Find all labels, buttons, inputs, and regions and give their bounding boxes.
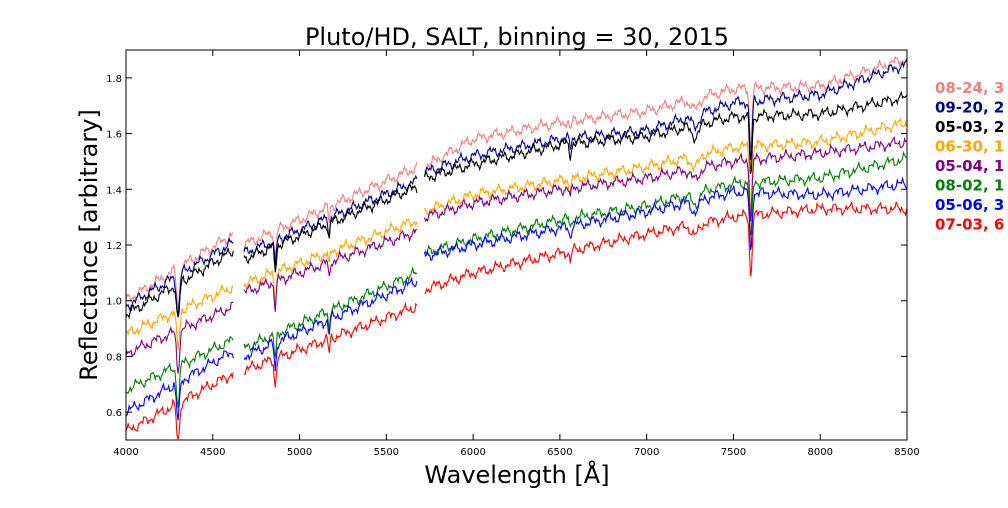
x-tick-label: 6000 (460, 447, 485, 458)
axes-layer: 4000 4500 5000 5500 6000 6500 7000 7500 8000 8500… (106, 49, 920, 458)
series-line-4-segment-3 (424, 117, 907, 219)
series-line-7-segment-2 (243, 276, 418, 372)
series-line-3-segment-2 (243, 182, 418, 273)
y-tick-label: 1.6 (106, 130, 122, 141)
y-tick-label: 0.8 (106, 352, 122, 363)
plot-background (126, 50, 907, 440)
series-line-5-segment-3 (423, 136, 907, 223)
x-tick-label: 6500 (547, 447, 572, 458)
series-line-3-segment-3 (423, 90, 907, 183)
legend-entry: 05-06, 3 (935, 196, 1004, 214)
series-line-5-segment-2 (243, 227, 417, 312)
x-tick-label: 4000 (113, 447, 138, 458)
series-line-8-segment-2 (244, 301, 418, 388)
legend-entry: 05-03, 2 (935, 118, 1004, 136)
legend-entry: 05-04, 1 (935, 157, 1004, 175)
x-axis-label: Wavelength [Å] (424, 460, 609, 489)
x-tick-label: 5000 (287, 447, 312, 458)
x-tick-label: 7000 (634, 447, 659, 458)
y-tick-label: 1.8 (106, 74, 122, 85)
x-tick-label: 4500 (200, 447, 225, 458)
x-tick-label: 8000 (807, 447, 832, 458)
series-line-2-segment-3 (424, 59, 907, 177)
series-line-3-segment-1 (126, 247, 234, 320)
series-line-7-segment-1 (126, 350, 234, 421)
y-tick-label: 1.2 (106, 241, 122, 252)
series-line-6-segment-1 (126, 335, 234, 408)
series-line-6-segment-2 (243, 266, 418, 358)
legend-entry: 08-24, 3 (935, 79, 1004, 97)
x-tick-label: 7500 (721, 447, 746, 458)
series-line-7-segment-3 (423, 176, 907, 261)
x-tick-label: 8500 (894, 447, 919, 458)
series-line-4-segment-1 (126, 284, 234, 351)
legend-entry: 07-03, 6 (935, 216, 1004, 234)
legend: 08-24, 3 09-20, 205-03, 2 06-30, 105-04, 1… (935, 79, 1004, 234)
series-line-4-segment-2 (243, 217, 418, 307)
legend-entry: 09-20, 2 (935, 99, 1004, 117)
x-tick-label: 5500 (374, 447, 399, 458)
series-line-5-segment-1 (126, 301, 234, 374)
legend-entry: 08-02, 1 (935, 177, 1004, 195)
series-line-6-segment-3 (424, 150, 907, 256)
y-axis-label: Reflectance [arbitrary] (75, 109, 103, 381)
series-line-8-segment-1 (126, 372, 234, 440)
plot-area (126, 50, 907, 440)
y-tick-label: 0.6 (106, 408, 122, 419)
series-line-1-segment-2 (243, 161, 418, 258)
series-line-8-segment-3 (424, 201, 907, 294)
legend-entry: 06-30, 1 (935, 138, 1004, 156)
series-line-1-segment-3 (424, 55, 907, 173)
y-tick-label: 1.0 (106, 297, 122, 308)
chart-title: Pluto/HD, SALT, binning = 30, 2015 (305, 23, 729, 51)
y-tick-label: 1.4 (106, 185, 122, 196)
series-layer (126, 55, 907, 440)
